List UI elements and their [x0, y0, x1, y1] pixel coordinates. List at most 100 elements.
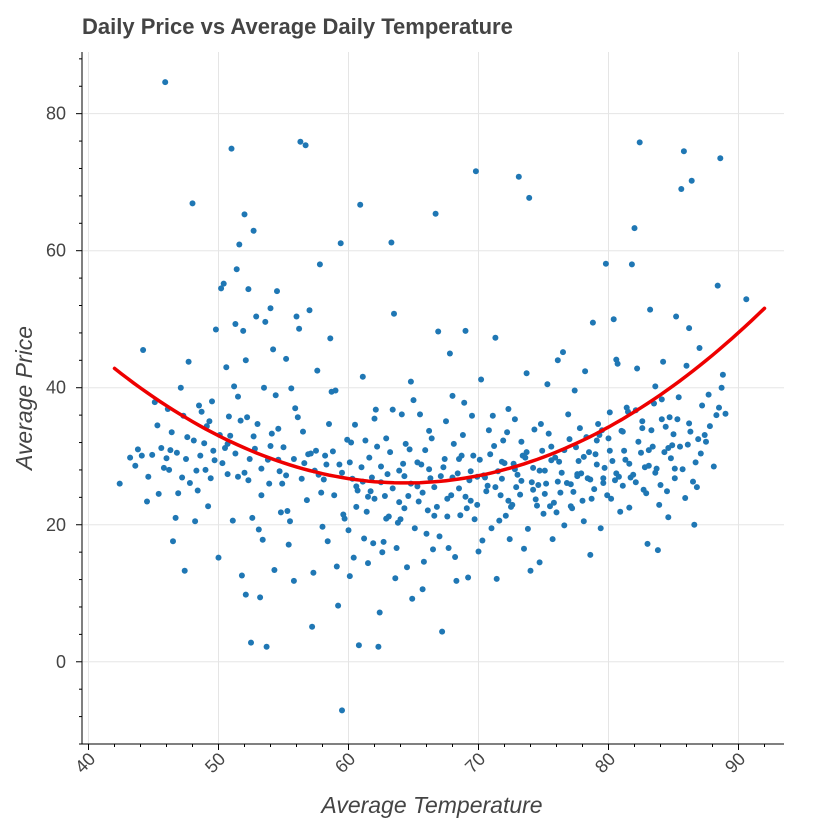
data-point	[414, 483, 421, 490]
x-tick-label: 80	[591, 749, 619, 777]
data-point	[167, 447, 174, 454]
data-point	[258, 492, 265, 499]
data-point	[443, 418, 449, 425]
data-point	[329, 448, 336, 455]
data-point	[309, 623, 316, 630]
data-point	[448, 492, 455, 499]
data-point	[127, 454, 134, 461]
data-point	[307, 450, 314, 457]
data-point	[567, 503, 574, 510]
data-point	[550, 499, 557, 506]
data-point	[502, 512, 509, 519]
data-point	[675, 394, 682, 401]
data-point	[371, 415, 378, 422]
data-point	[220, 280, 227, 287]
data-point	[172, 514, 179, 521]
data-point	[318, 489, 325, 496]
data-point	[340, 511, 347, 518]
data-point	[514, 471, 521, 478]
data-point	[639, 425, 646, 432]
data-point	[505, 406, 512, 412]
data-point	[168, 429, 175, 436]
data-point	[279, 480, 286, 487]
data-point	[300, 428, 306, 435]
data-point	[166, 466, 173, 473]
data-point	[379, 549, 386, 556]
data-point	[224, 471, 231, 478]
data-point	[336, 461, 343, 468]
data-point	[497, 492, 504, 499]
data-point	[491, 443, 498, 449]
data-point	[528, 479, 535, 486]
data-point	[196, 402, 202, 409]
data-point	[389, 485, 396, 492]
data-point	[366, 454, 373, 461]
data-point	[149, 451, 156, 458]
y-tick-label: 0	[56, 652, 66, 672]
scatter-points	[116, 79, 750, 714]
data-point	[454, 470, 461, 477]
data-point	[632, 479, 639, 486]
data-point	[459, 432, 466, 438]
data-point	[365, 560, 371, 567]
data-point	[634, 365, 641, 372]
data-point	[479, 537, 486, 544]
data-point	[362, 437, 369, 444]
data-point	[604, 492, 611, 499]
data-point	[467, 468, 474, 475]
data-point	[511, 416, 518, 423]
data-point	[693, 484, 700, 491]
data-point	[262, 318, 269, 325]
data-point	[437, 473, 444, 480]
data-point	[233, 266, 240, 273]
data-point	[183, 456, 189, 462]
data-point	[544, 381, 551, 388]
data-point	[645, 447, 652, 454]
data-point	[576, 425, 583, 432]
data-point	[610, 316, 617, 323]
data-point	[614, 360, 621, 367]
data-point	[635, 438, 642, 445]
data-point	[691, 521, 698, 528]
data-point	[679, 466, 686, 473]
x-tick-label: 50	[201, 749, 229, 777]
data-point	[400, 460, 407, 467]
data-point	[697, 450, 704, 457]
data-point	[532, 496, 539, 503]
data-point	[244, 414, 251, 421]
data-point	[626, 460, 633, 467]
data-point	[654, 547, 661, 554]
data-point	[579, 497, 586, 504]
data-point	[575, 458, 582, 464]
data-point	[346, 573, 353, 580]
data-point	[456, 485, 462, 492]
data-point	[589, 319, 596, 326]
data-point	[699, 402, 706, 409]
data-point	[470, 452, 477, 459]
data-point	[316, 261, 323, 268]
data-point	[179, 474, 186, 481]
data-point	[462, 493, 469, 500]
data-point	[518, 477, 525, 484]
data-point	[297, 138, 304, 145]
data-point	[197, 452, 204, 459]
data-point	[387, 449, 394, 456]
data-point	[186, 480, 193, 486]
data-point	[134, 446, 141, 453]
data-point	[541, 490, 548, 497]
data-point	[543, 480, 550, 487]
data-point	[241, 211, 248, 218]
data-point	[268, 430, 275, 437]
data-point	[396, 467, 403, 474]
data-point	[444, 495, 451, 502]
data-point	[384, 471, 391, 478]
data-point	[506, 536, 513, 543]
data-point	[487, 451, 494, 458]
data-point	[710, 463, 717, 470]
data-point	[496, 517, 503, 524]
data-point	[523, 370, 530, 377]
y-tick-label: 80	[46, 104, 66, 124]
data-point	[145, 473, 152, 480]
data-point	[450, 440, 457, 447]
data-point	[658, 396, 665, 403]
